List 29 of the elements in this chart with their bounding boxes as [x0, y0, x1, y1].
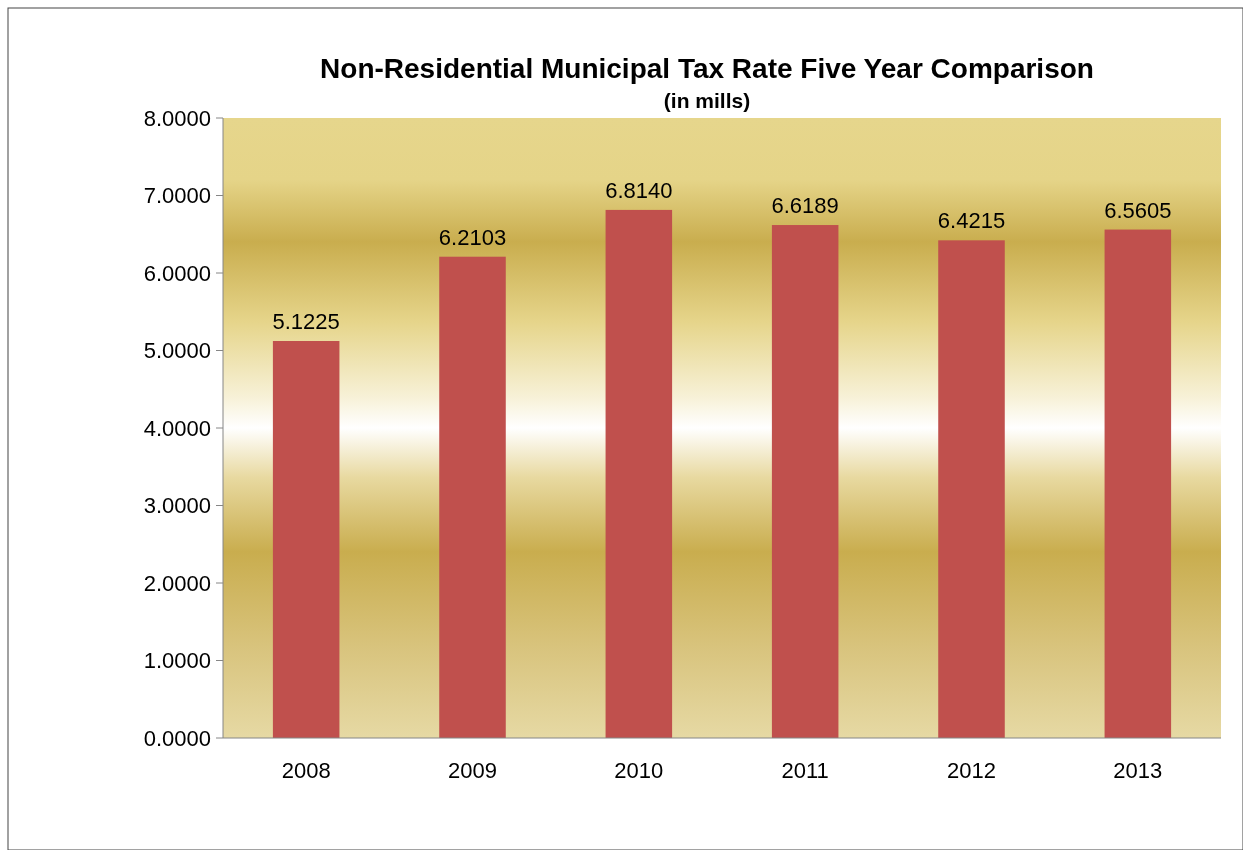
- bar: [439, 256, 506, 738]
- x-tick-label: 2010: [614, 758, 664, 783]
- x-tick-label: 2012: [947, 758, 996, 783]
- y-tick-label: 3.0000: [143, 493, 211, 519]
- y-tick-label: 2.0000: [143, 570, 211, 596]
- y-tick-label: 7.0000: [143, 183, 211, 209]
- x-tick-label: 2011: [781, 758, 829, 783]
- data-label: 6.5605: [1104, 197, 1172, 223]
- data-label: 6.8140: [605, 177, 673, 203]
- bar: [938, 240, 1005, 738]
- y-tick-label: 5.0000: [143, 338, 211, 364]
- chart-title: Non-Residential Municipal Tax Rate Five Year Comparison: [320, 53, 1094, 84]
- y-tick-label: 4.0000: [143, 415, 211, 441]
- data-label: 6.2103: [438, 224, 507, 250]
- x-tick-label: 2009: [448, 758, 497, 783]
- y-tick-label: 8.0000: [143, 105, 211, 131]
- data-label: 5.1225: [272, 309, 340, 335]
- x-tick-label: 2008: [281, 758, 331, 783]
- y-tick-label: 0.0000: [143, 725, 211, 751]
- data-label: 6.4215: [937, 208, 1006, 234]
- y-tick-label: 1.0000: [143, 648, 211, 674]
- bar: [605, 209, 673, 738]
- bar: [272, 341, 340, 738]
- chart-subtitle: (in mills): [663, 89, 751, 112]
- x-tick-label: 2013: [1113, 758, 1163, 783]
- data-label: 6.6189: [771, 193, 839, 219]
- bar: [1104, 229, 1172, 738]
- y-tick-label: 6.0000: [143, 260, 211, 286]
- bar: [771, 225, 839, 738]
